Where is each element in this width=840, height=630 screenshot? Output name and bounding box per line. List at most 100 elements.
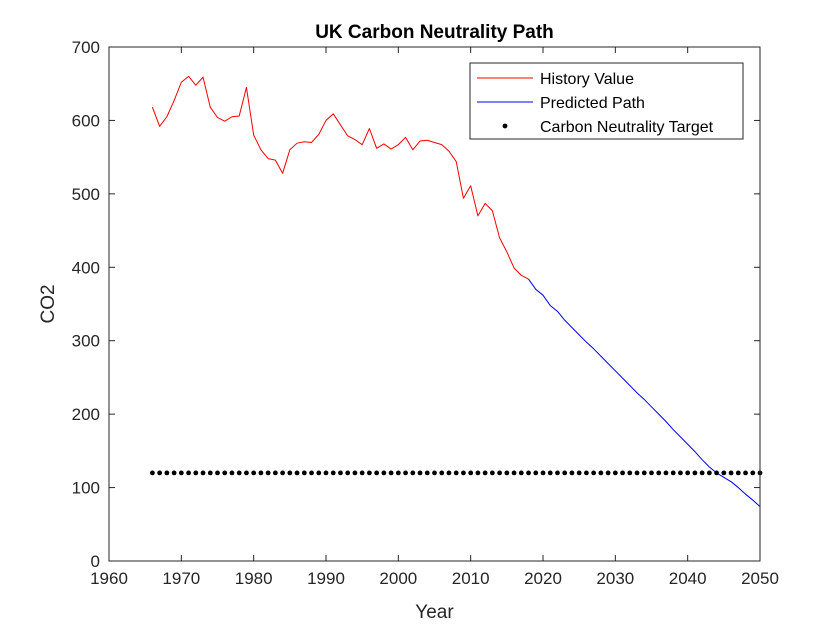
target-marker — [330, 470, 336, 476]
x-tick-label: 2050 — [741, 569, 779, 588]
x-tick-label: 2020 — [524, 569, 562, 588]
target-marker — [735, 470, 741, 476]
target-marker — [584, 470, 589, 476]
target-marker — [497, 470, 502, 476]
target-marker — [410, 470, 416, 476]
target-marker — [171, 470, 177, 476]
target-marker — [323, 470, 329, 476]
target-marker — [692, 470, 698, 476]
target-marker — [670, 470, 676, 476]
y-tick-label: 300 — [72, 332, 100, 351]
x-tick-label: 1980 — [235, 569, 273, 588]
axis-ticks: 1960 1970 1980 1990 2000 2010 2020 2030 2040 2050… — [72, 38, 779, 588]
axes-box — [108, 46, 761, 562]
target-marker — [381, 470, 387, 476]
target-marker — [272, 470, 278, 476]
x-tick-label: 2010 — [452, 569, 490, 588]
y-tick-label: 500 — [72, 185, 100, 204]
x-axis-label: Year — [415, 602, 454, 623]
x-tick-label: 2000 — [379, 569, 417, 588]
target-marker — [721, 470, 727, 476]
target-marker — [446, 470, 452, 476]
target-marker — [186, 470, 191, 476]
target-marker — [482, 470, 488, 476]
target-marker — [403, 470, 408, 476]
target-marker — [388, 470, 394, 476]
target-marker — [728, 470, 734, 476]
target-marker — [576, 470, 582, 476]
target-marker — [663, 470, 669, 476]
target-marker — [367, 470, 372, 476]
target-marker — [374, 470, 380, 476]
target-marker — [395, 470, 401, 476]
legend-swatch-carbon-neutrality-target — [502, 123, 508, 129]
legend-label-predicted-path: Predicted Path — [540, 95, 645, 112]
target-marker — [294, 470, 300, 476]
target-marker — [309, 470, 314, 476]
target-marker — [540, 470, 546, 476]
y-tick-label: 0 — [91, 552, 100, 571]
target-marker — [555, 470, 560, 476]
target-marker — [200, 470, 206, 476]
target-marker — [251, 470, 257, 476]
target-marker — [612, 470, 618, 476]
y-tick-label: 400 — [72, 258, 100, 277]
target-marker — [301, 470, 307, 476]
target-marker — [193, 470, 199, 476]
target-marker — [533, 470, 539, 476]
target-marker — [178, 470, 184, 476]
target-marker — [569, 470, 575, 476]
target-marker — [280, 470, 285, 476]
target-marker — [461, 470, 466, 476]
target-marker — [750, 470, 756, 476]
legend: History Value Predicted Path Carbon Neut… — [469, 62, 744, 140]
target-marker — [526, 470, 531, 476]
target-marker — [504, 470, 510, 476]
target-marker — [547, 470, 553, 476]
target-marker — [518, 470, 524, 476]
target-marker — [207, 470, 213, 476]
y-tick-label: 600 — [72, 111, 100, 130]
target-marker — [150, 470, 155, 476]
target-marker — [164, 470, 170, 476]
chart-marks — [150, 75, 763, 508]
target-marker — [714, 470, 719, 476]
y-tick-label: 200 — [72, 405, 100, 424]
target-marker — [598, 470, 604, 476]
target-marker — [352, 470, 358, 476]
target-marker — [265, 470, 271, 476]
target-marker — [511, 470, 517, 476]
target-marker — [649, 470, 654, 476]
x-tick-label: 2040 — [669, 569, 707, 588]
target-marker — [345, 470, 351, 476]
x-tick-label: 1960 — [90, 569, 128, 588]
target-marker — [316, 470, 322, 476]
target-marker — [359, 470, 365, 476]
target-marker — [287, 470, 293, 476]
target-marker — [605, 470, 611, 476]
x-tick-label: 2030 — [596, 569, 634, 588]
target-marker — [244, 470, 249, 476]
target-marker — [338, 470, 343, 476]
target-marker — [236, 470, 242, 476]
target-marker — [685, 470, 691, 476]
legend-label-carbon-neutrality-target: Carbon Neutrality Target — [540, 119, 714, 136]
target-marker — [258, 470, 264, 476]
target-marker — [417, 470, 423, 476]
series-line-predicted-path — [528, 278, 761, 508]
legend-box — [469, 62, 744, 140]
target-marker — [215, 470, 220, 476]
target-marker — [678, 470, 683, 476]
y-tick-label: 100 — [72, 479, 100, 498]
legend-label-history-value: History Value — [540, 71, 634, 88]
target-marker — [157, 470, 163, 476]
target-marker — [634, 470, 640, 476]
target-marker — [453, 470, 459, 476]
target-marker — [699, 470, 705, 476]
target-marker — [475, 470, 481, 476]
target-marker — [439, 470, 445, 476]
target-marker — [591, 470, 597, 476]
target-marker — [620, 470, 625, 476]
